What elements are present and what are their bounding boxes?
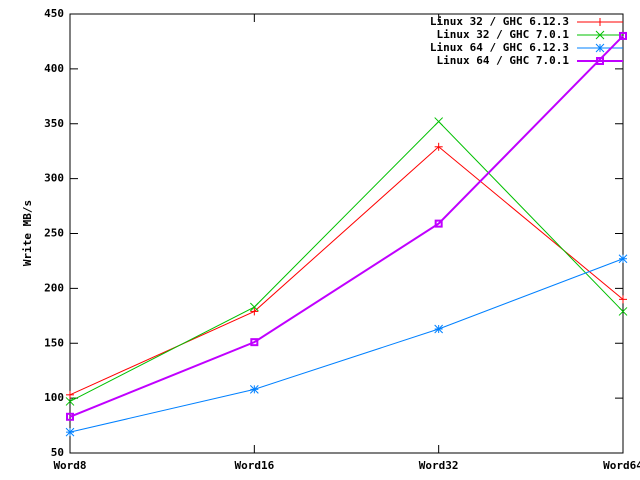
marker bbox=[250, 307, 259, 316]
marker bbox=[65, 427, 75, 437]
marker bbox=[596, 57, 604, 65]
marker-stroke bbox=[434, 324, 444, 334]
legend-label: Linux 32 / GHC 6.12.3 bbox=[430, 15, 569, 28]
marker-box bbox=[596, 57, 604, 65]
marker bbox=[434, 324, 444, 334]
marker bbox=[66, 390, 74, 399]
marker bbox=[249, 384, 259, 394]
legend-label: Linux 64 / GHC 6.12.3 bbox=[430, 41, 569, 54]
x-tick-label: Word16 bbox=[234, 459, 274, 472]
y-tick-label: 300 bbox=[44, 172, 64, 185]
marker bbox=[434, 142, 443, 151]
marker bbox=[65, 397, 75, 406]
marker bbox=[66, 412, 74, 421]
marker bbox=[618, 254, 628, 264]
marker bbox=[250, 338, 259, 347]
marker-stroke bbox=[65, 427, 75, 437]
marker bbox=[595, 43, 605, 53]
marker-stroke bbox=[595, 30, 605, 40]
marker bbox=[619, 295, 627, 304]
y-tick-label: 200 bbox=[44, 281, 64, 294]
series-line bbox=[69, 35, 624, 418]
legend-label: Linux 32 / GHC 7.0.1 bbox=[437, 28, 570, 41]
series-line bbox=[69, 120, 624, 402]
marker bbox=[619, 31, 627, 40]
series-line bbox=[69, 258, 624, 433]
marker-box bbox=[66, 412, 74, 421]
y-tick-label: 250 bbox=[44, 227, 64, 240]
marker-stroke bbox=[618, 254, 628, 264]
marker-box bbox=[250, 338, 259, 347]
marker-stroke bbox=[65, 397, 75, 406]
marker-stroke bbox=[434, 117, 444, 126]
y-axis-label: Write MB/s bbox=[21, 200, 34, 266]
y-tick-label: 400 bbox=[44, 62, 64, 75]
marker bbox=[618, 307, 628, 316]
marker bbox=[249, 302, 259, 312]
legend-label: Linux 64 / GHC 7.0.1 bbox=[437, 54, 570, 67]
marker-stroke bbox=[595, 43, 605, 53]
x-tick-label: Word32 bbox=[419, 459, 459, 472]
y-tick-label: 50 bbox=[51, 446, 64, 459]
y-tick-label: 350 bbox=[44, 117, 64, 130]
marker-box bbox=[619, 31, 627, 40]
marker bbox=[434, 219, 443, 228]
x-tick-label: Word64 bbox=[603, 459, 640, 472]
marker bbox=[595, 30, 605, 40]
marker-stroke bbox=[249, 384, 259, 394]
x-tick-label: Word8 bbox=[53, 459, 86, 472]
y-tick-label: 100 bbox=[44, 391, 64, 404]
marker-box bbox=[434, 219, 443, 228]
marker-stroke bbox=[249, 302, 259, 312]
marker bbox=[596, 18, 604, 26]
series-line bbox=[69, 146, 624, 396]
marker bbox=[434, 117, 444, 126]
y-tick-label: 150 bbox=[44, 336, 64, 349]
y-tick-label: 450 bbox=[44, 7, 64, 20]
marker-stroke bbox=[618, 307, 628, 316]
